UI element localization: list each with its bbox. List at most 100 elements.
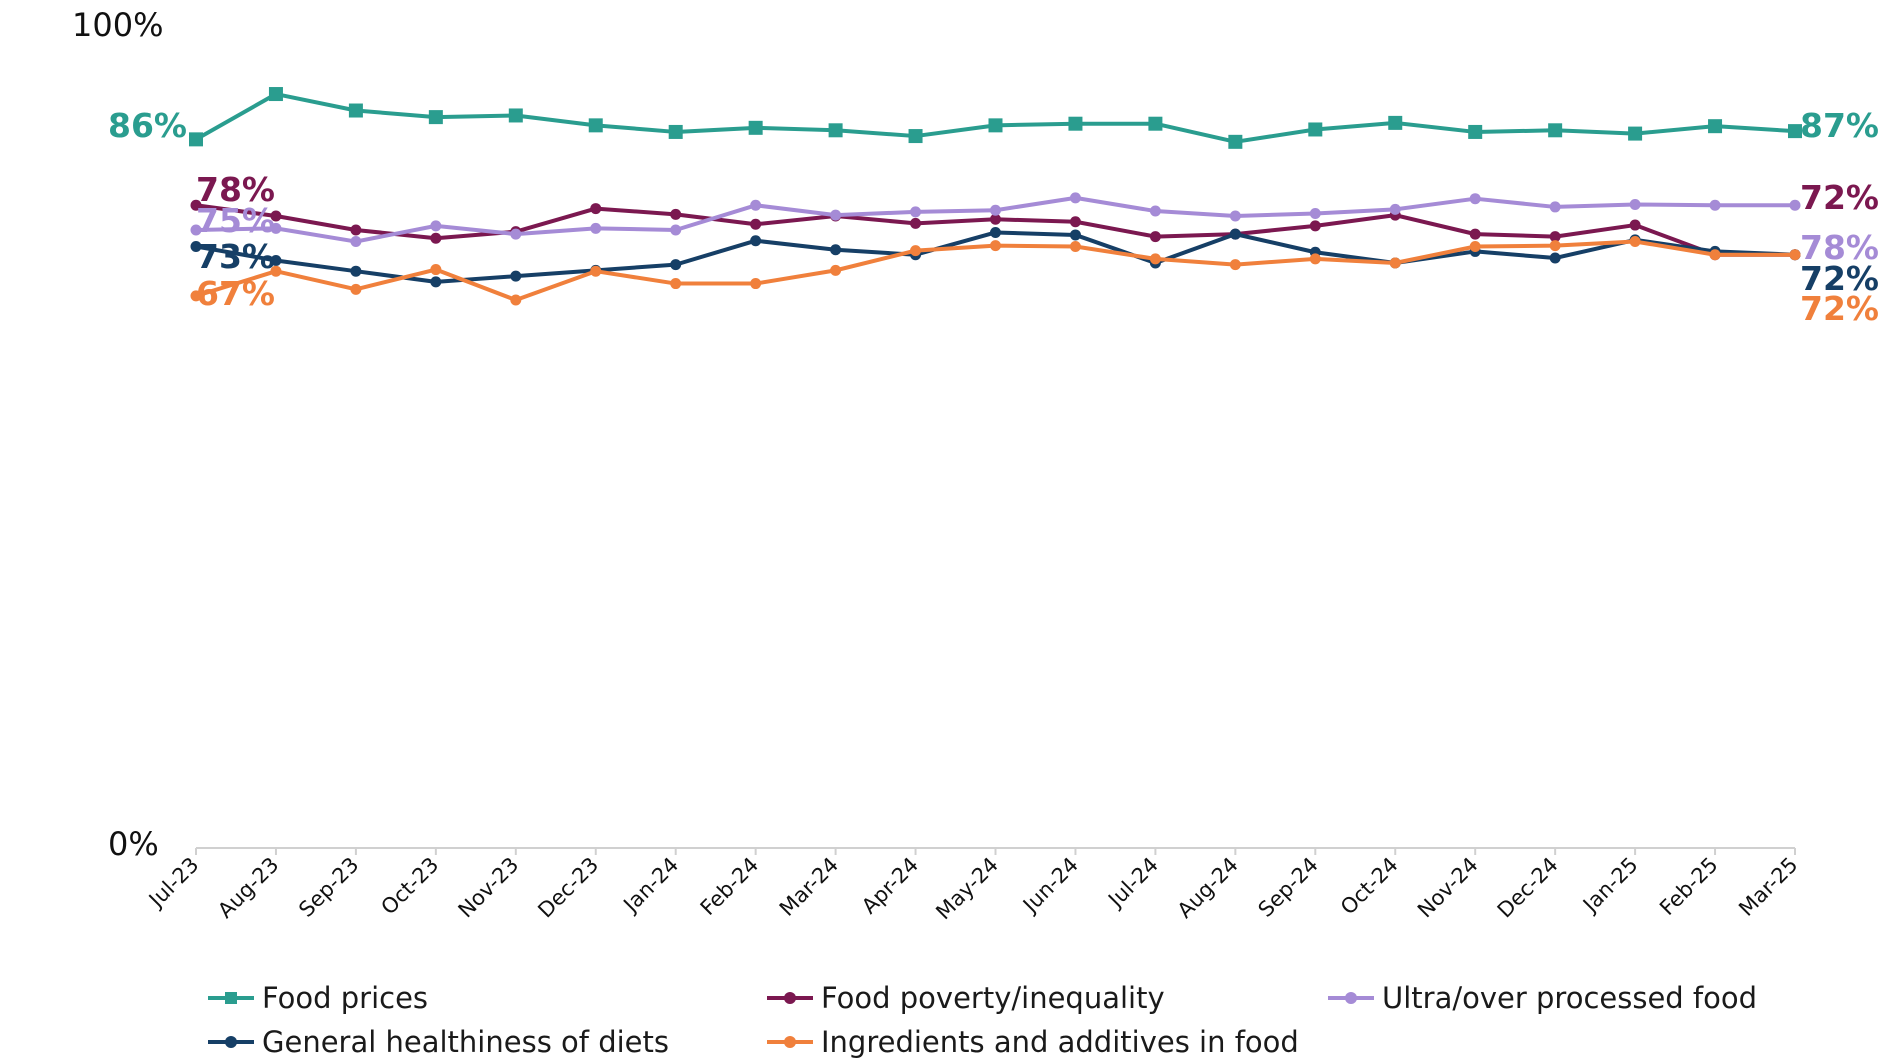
data-point xyxy=(189,132,203,147)
data-point xyxy=(1628,126,1643,141)
data-point xyxy=(1708,119,1723,134)
x-tick-label: Aug-24 xyxy=(1173,853,1243,923)
data-point xyxy=(1788,124,1802,139)
start-value-label: 75% xyxy=(196,201,275,240)
data-point xyxy=(508,108,523,123)
x-tick-label: Sep-24 xyxy=(1254,853,1323,922)
data-point xyxy=(1069,192,1081,204)
data-point xyxy=(750,199,762,211)
data-point xyxy=(270,210,282,222)
data-point xyxy=(590,265,602,277)
data-point xyxy=(1308,122,1323,137)
data-point xyxy=(190,199,202,211)
data-point xyxy=(1469,228,1481,240)
data-point xyxy=(428,110,443,125)
end-value-label: 72% xyxy=(1800,259,1879,298)
data-point xyxy=(590,203,602,215)
data-point xyxy=(190,224,202,236)
data-point xyxy=(1549,252,1561,264)
x-tick-label: Apr-24 xyxy=(857,853,923,919)
data-point xyxy=(1229,259,1241,271)
data-point xyxy=(908,129,923,144)
data-point xyxy=(350,283,362,295)
series-2 xyxy=(190,192,1801,248)
data-point xyxy=(988,118,1003,133)
x-tick-label: Jul-24 xyxy=(1102,853,1163,914)
x-tick-label: Jan-25 xyxy=(1577,853,1643,919)
end-value-label: 72% xyxy=(1800,289,1879,328)
data-point xyxy=(1149,253,1161,265)
data-point xyxy=(990,240,1001,252)
data-point xyxy=(990,213,1001,225)
data-point xyxy=(750,218,762,230)
data-point xyxy=(510,294,522,306)
data-point xyxy=(748,120,763,135)
end-value-label: 87% xyxy=(1800,106,1879,145)
x-tick-label: Jun-24 xyxy=(1017,853,1083,919)
data-point xyxy=(1468,124,1483,139)
data-point xyxy=(750,235,762,247)
data-point xyxy=(910,245,922,257)
start-value-label: 73% xyxy=(196,237,275,276)
data-point xyxy=(828,123,843,138)
data-point xyxy=(190,240,202,252)
x-tick-label: Oct-23 xyxy=(376,853,443,920)
data-point xyxy=(430,220,442,232)
data-point xyxy=(668,124,683,139)
data-point xyxy=(670,259,682,271)
x-tick-label: Mar-25 xyxy=(1734,853,1802,921)
x-tick-label: Jan-24 xyxy=(618,853,684,919)
data-point xyxy=(1388,115,1403,130)
data-point xyxy=(1068,116,1083,131)
data-point xyxy=(268,87,283,102)
data-point xyxy=(1629,236,1641,248)
data-point xyxy=(1149,205,1161,217)
data-point xyxy=(1469,193,1481,205)
data-point xyxy=(1309,253,1321,265)
data-point xyxy=(910,206,922,218)
data-point xyxy=(830,244,842,256)
data-point xyxy=(1629,219,1641,231)
x-tick-label: Feb-25 xyxy=(1655,853,1723,921)
x-tick-label: Mar-24 xyxy=(775,853,843,921)
x-tick-label: May-24 xyxy=(931,853,1003,925)
data-point xyxy=(1069,229,1081,241)
data-point xyxy=(1709,199,1721,211)
data-point xyxy=(1309,208,1321,220)
data-point xyxy=(1069,216,1081,228)
data-point xyxy=(1469,240,1481,252)
data-point xyxy=(350,265,362,277)
data-point xyxy=(990,226,1001,238)
x-tick-label: Aug-23 xyxy=(213,853,283,923)
start-value-label: 78% xyxy=(196,170,275,209)
data-point xyxy=(1709,249,1721,261)
x-tick-label: Sep-23 xyxy=(294,853,363,922)
data-point xyxy=(270,222,282,234)
data-point xyxy=(670,224,682,236)
data-point xyxy=(830,209,842,221)
data-point xyxy=(1789,199,1801,211)
data-point xyxy=(910,217,922,229)
data-point xyxy=(510,228,522,240)
data-point xyxy=(1629,198,1641,210)
start-value-label: 86% xyxy=(108,106,187,145)
data-point xyxy=(670,278,682,290)
data-point xyxy=(1389,257,1401,269)
data-point xyxy=(1548,123,1563,138)
data-point xyxy=(430,232,442,244)
data-point xyxy=(1069,240,1081,252)
y-tick-label-top: 100% xyxy=(72,6,163,44)
data-point xyxy=(270,265,282,277)
data-point xyxy=(1149,231,1161,243)
x-tick-label: Dec-24 xyxy=(1493,853,1563,923)
x-tick-label: Oct-24 xyxy=(1336,853,1403,920)
data-point xyxy=(1549,231,1561,243)
x-tick-label: Feb-24 xyxy=(696,853,764,921)
data-point xyxy=(348,103,363,118)
data-point xyxy=(750,278,762,290)
data-point xyxy=(1549,201,1561,213)
data-point xyxy=(350,224,362,236)
data-point xyxy=(1229,228,1241,240)
data-point xyxy=(830,264,842,276)
